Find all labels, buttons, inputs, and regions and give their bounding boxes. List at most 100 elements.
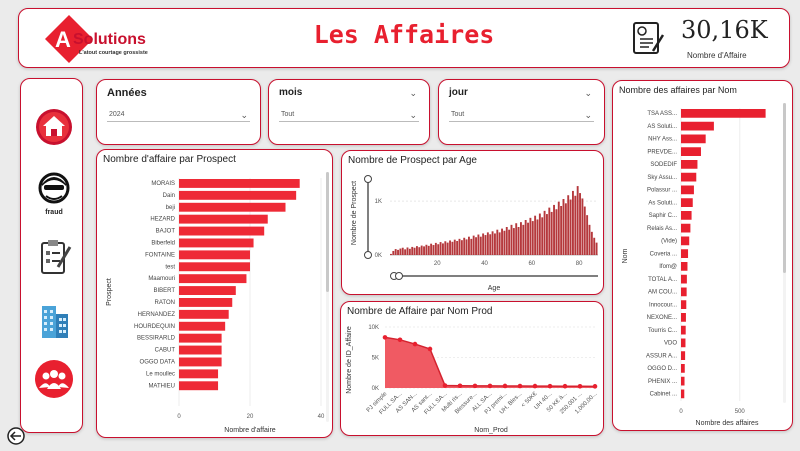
checklist-button[interactable] bbox=[31, 234, 77, 280]
bar bbox=[423, 246, 425, 255]
category-label: Polassur ... bbox=[647, 188, 677, 194]
x-tick-label: 500 bbox=[735, 409, 746, 415]
chevron-down-icon[interactable]: ⌄ bbox=[584, 88, 592, 98]
slicer-mois-title: mois bbox=[279, 87, 303, 98]
category-label: Le moullec bbox=[146, 371, 175, 377]
bar bbox=[555, 209, 558, 255]
bar bbox=[465, 239, 468, 255]
bar bbox=[553, 204, 555, 255]
logo-solutions: Solutions bbox=[73, 31, 146, 48]
bar bbox=[404, 249, 407, 255]
back-button[interactable] bbox=[7, 427, 25, 445]
category-label: BAJOT bbox=[156, 229, 176, 235]
bar bbox=[392, 250, 395, 255]
bar bbox=[477, 234, 480, 255]
data-point bbox=[577, 383, 583, 389]
y-axis-title: Prospect bbox=[106, 278, 113, 306]
slicer-jour-value[interactable]: Tout bbox=[451, 111, 465, 118]
bar bbox=[460, 240, 463, 255]
bar bbox=[681, 313, 686, 322]
chart-affaire-par-nom-prod: Nombre de Affaire par Nom Prod 0K 5K 10K PJ… bbox=[340, 301, 604, 436]
data-point bbox=[562, 383, 568, 389]
category-label: OGGO DATA bbox=[140, 360, 175, 366]
bar bbox=[390, 253, 392, 255]
bar bbox=[681, 185, 694, 195]
x-tick-label: 40 bbox=[318, 414, 325, 420]
bar bbox=[681, 236, 690, 246]
category-label: Relais As... bbox=[647, 226, 677, 232]
scrollbar-thumb bbox=[783, 103, 786, 273]
data-point bbox=[382, 335, 388, 340]
bar bbox=[564, 203, 567, 255]
bar bbox=[439, 242, 442, 255]
bar bbox=[572, 190, 574, 255]
slicer-annees-value[interactable]: 2024 bbox=[109, 111, 125, 118]
users-button[interactable] bbox=[31, 356, 77, 402]
bar bbox=[546, 214, 548, 255]
bar bbox=[681, 274, 687, 284]
chevron-down-icon[interactable]: ⌄ bbox=[240, 110, 248, 120]
chart-title: Nombre des affaires par Nom bbox=[619, 85, 737, 95]
slicer-underline bbox=[107, 121, 250, 122]
category-label: HOURDEQUIN bbox=[134, 324, 175, 330]
bar bbox=[515, 223, 518, 255]
chevron-down-icon[interactable]: ⌄ bbox=[584, 110, 592, 120]
slicer-jour-title: jour bbox=[449, 87, 468, 98]
bar bbox=[430, 243, 433, 255]
header-bar: A Solutions L'atout courtage grossiste L… bbox=[18, 8, 790, 68]
chart-affaires-par-nom: Nombre des affaires par Nom 0 500 TSA ASS.… bbox=[612, 80, 793, 431]
category-label: Ifom@ bbox=[659, 264, 677, 270]
bar bbox=[472, 235, 475, 255]
slider-handle bbox=[364, 251, 372, 259]
bar bbox=[401, 247, 404, 255]
bar bbox=[494, 233, 496, 255]
bar bbox=[456, 241, 459, 255]
chevron-down-icon[interactable]: ⌄ bbox=[409, 110, 417, 120]
bar bbox=[451, 241, 454, 255]
bar bbox=[179, 250, 250, 260]
bar bbox=[463, 237, 466, 255]
contract-icon bbox=[631, 21, 665, 62]
bar bbox=[581, 198, 584, 255]
chevron-down-icon[interactable]: ⌄ bbox=[409, 88, 417, 98]
slicer-mois[interactable]: mois ⌄ Tout ⌄ bbox=[268, 79, 430, 145]
bar bbox=[522, 224, 525, 255]
data-point bbox=[502, 383, 508, 389]
slicer-mois-value[interactable]: Tout bbox=[281, 111, 295, 118]
nom-bar-chart: 0 500 TSA ASS... AS Soluti... NHY Ass... PREV… bbox=[622, 103, 786, 427]
bar bbox=[681, 389, 685, 399]
bar bbox=[681, 160, 698, 169]
bar bbox=[179, 357, 222, 367]
y-tick-label: 10K bbox=[368, 325, 379, 331]
bar bbox=[179, 345, 222, 355]
bar bbox=[418, 247, 421, 255]
bar bbox=[557, 201, 560, 255]
fraud-button[interactable]: fraud bbox=[31, 169, 77, 216]
x-axis-title: Age bbox=[488, 285, 501, 292]
category-label: AM COU... bbox=[648, 290, 677, 296]
bar bbox=[681, 121, 714, 131]
category-label: NEXONE... bbox=[647, 315, 678, 321]
bar bbox=[534, 215, 537, 255]
bar bbox=[505, 227, 508, 255]
bar bbox=[588, 224, 591, 255]
data-point bbox=[472, 383, 478, 389]
slicer-jour[interactable]: jour ⌄ Tout ⌄ bbox=[438, 79, 605, 145]
bar bbox=[550, 211, 553, 255]
slicer-annees[interactable]: Années 2024 ⌄ bbox=[96, 79, 261, 145]
bar bbox=[548, 207, 551, 255]
bar bbox=[486, 232, 489, 255]
bar bbox=[681, 287, 687, 297]
bar bbox=[475, 237, 477, 255]
bar bbox=[437, 244, 440, 255]
bar bbox=[397, 249, 399, 255]
buildings-button[interactable] bbox=[31, 297, 77, 343]
home-button[interactable] bbox=[31, 104, 77, 150]
bar bbox=[681, 262, 688, 271]
bar bbox=[527, 222, 529, 255]
category-label: Saphir C... bbox=[649, 213, 678, 219]
bar bbox=[179, 369, 219, 379]
data-point bbox=[457, 383, 463, 389]
x-tick-label: 80 bbox=[576, 261, 583, 267]
x-axis-title: Nombre d'affaire bbox=[224, 427, 276, 434]
